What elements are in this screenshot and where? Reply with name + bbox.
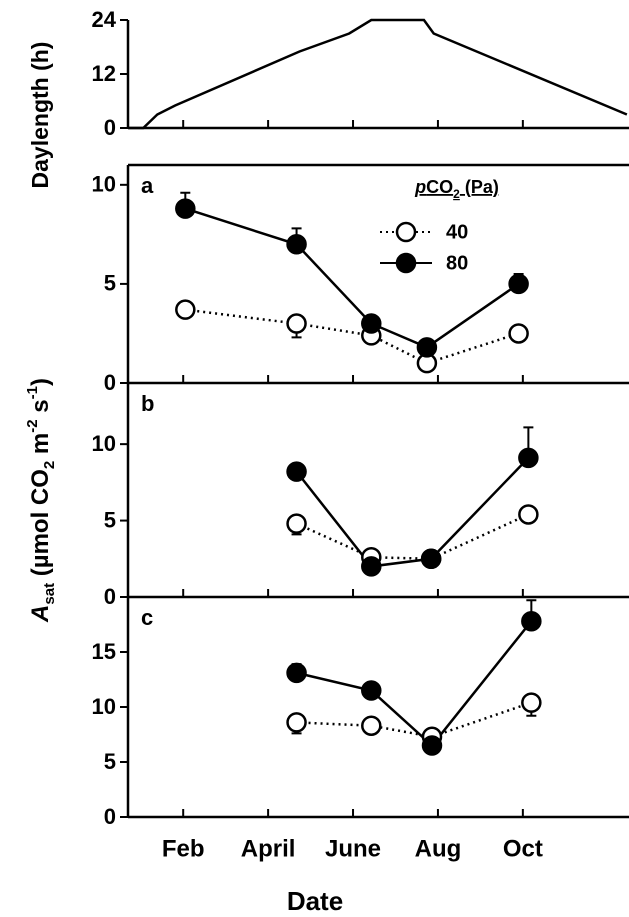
y-tick-label: 0 [104,115,116,140]
panel-label: b [141,391,154,416]
legend-label: 40 [446,221,468,243]
data-point [286,712,307,733]
data-point [361,680,382,701]
y-axis-label: Asat (µmol CO2 m-2 s-1) [24,378,58,623]
y-axis-label-part: ) [27,378,54,386]
y-axis-label-part: (µmol CO [27,469,54,583]
legend-marker [395,252,417,274]
y-axis-label: Daylength (h) [27,42,53,189]
legend-marker [395,221,417,243]
legend-title-part: p [414,177,426,197]
legend-title-part: (Pa) [460,177,499,197]
y-axis-label-part: m [27,433,54,461]
y-tick-label: 10 [92,431,116,456]
data-point [518,447,539,469]
y-axis-label-part: -1 [24,386,41,399]
data-point [175,198,196,219]
y-tick-label: 10 [92,694,116,719]
y-tick-label: 0 [104,804,116,829]
x-tick-label: April [241,835,296,862]
y-tick-label: 5 [104,749,116,774]
y-tick-label: 12 [92,61,116,86]
panel-label: c [141,605,153,630]
y-axis-label-part: 2 [41,461,58,469]
y-axis-label-part: -2 [24,419,41,432]
data-point [420,548,442,570]
y-tick-label: 10 [92,172,116,197]
x-tick-label: Oct [503,835,543,862]
data-point [286,513,307,534]
y-axis-label-part: s [27,399,54,419]
data-point [421,735,443,756]
y-tick-label: 5 [104,271,116,296]
data-line [295,457,530,568]
data-point [521,692,542,713]
data-point [361,313,382,334]
x-tick-label: Feb [162,835,205,862]
data-line [296,701,532,738]
data-point [286,461,307,482]
y-tick-label: 24 [92,7,117,32]
data-point [361,556,382,577]
data-point [286,313,307,334]
x-tick-label: Aug [415,835,462,862]
y-tick-label: 5 [104,507,116,532]
legend-label: 80 [446,252,468,274]
y-axis-label-part: sat [41,583,58,605]
data-point [416,337,438,358]
data-point [286,234,307,255]
data-line [184,207,520,349]
legend-title-part: CO [426,177,453,197]
data-point [286,662,307,684]
data-point [175,299,196,320]
data-point [518,504,539,525]
y-tick-label: 0 [104,584,116,609]
data-point [521,610,542,632]
legend-title-part: 2 [453,187,460,201]
y-tick-label: 0 [104,370,116,395]
panel-label: a [141,173,154,198]
data-point [361,715,382,736]
y-tick-label: 15 [92,639,116,664]
data-line [296,513,529,561]
data-line [128,18,628,130]
legend-title: pCO2 (Pa) [414,177,499,201]
x-axis-label: Date [287,886,343,916]
data-point [508,273,529,295]
data-point [508,323,529,344]
x-tick-label: June [325,835,381,862]
y-axis-label-part: A [27,605,54,623]
data-line [296,620,533,748]
